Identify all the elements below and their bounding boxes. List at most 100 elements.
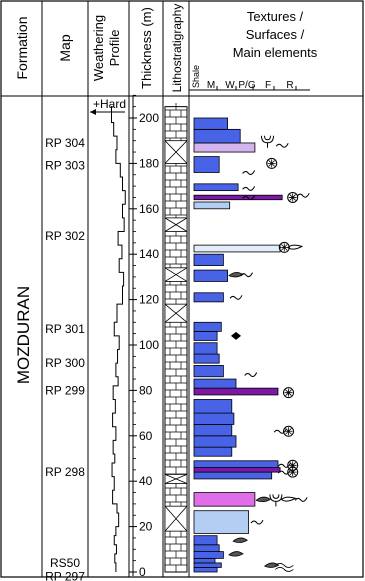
bioturbation-icon xyxy=(277,463,291,468)
map-label: RP 299 xyxy=(45,383,85,397)
bed-bar xyxy=(193,128,241,144)
bed-bar xyxy=(193,387,279,396)
bed-bar xyxy=(193,330,218,341)
rosette-icon xyxy=(283,387,294,399)
oyster-shape xyxy=(263,562,280,568)
rosette-icon xyxy=(278,241,290,253)
header-thickness: Thickness (m) xyxy=(139,7,154,89)
grain-size-scale: Shale M W P/G F R xyxy=(189,65,310,91)
header-map: Map xyxy=(57,34,73,61)
header-weathering-line1: Weathering xyxy=(91,15,106,81)
map-label: RP 300 xyxy=(45,356,85,370)
thickness-tick-label: 120 xyxy=(139,293,159,307)
rosette-spokes xyxy=(288,468,297,477)
bioturbation-icon xyxy=(275,143,289,148)
bed-bar xyxy=(193,117,228,130)
thickness-tick-label: 100 xyxy=(139,338,159,352)
thickness-tick-label: 180 xyxy=(139,156,159,170)
crinoid-icon xyxy=(269,494,283,507)
oyster-icon xyxy=(255,496,272,503)
wave-icon xyxy=(275,563,294,572)
bioturbation-icon xyxy=(277,469,291,475)
thickness-tick-label: 20 xyxy=(139,520,153,534)
bioturbation-stroke xyxy=(242,195,256,200)
belemnite-icon xyxy=(280,496,297,502)
bed-bar xyxy=(193,435,237,448)
litho-cross xyxy=(164,217,188,232)
diamond-shape xyxy=(231,331,241,340)
thickness-tick-label: 80 xyxy=(139,383,153,397)
bioturbation-stroke xyxy=(277,469,291,475)
bed-bar xyxy=(193,544,220,552)
bed-bar xyxy=(193,201,231,210)
column-headers: Formation Map Weathering Profile Thickne… xyxy=(14,4,318,93)
lithology-column xyxy=(164,103,188,573)
bed-bar xyxy=(193,446,233,457)
bed-bar xyxy=(193,567,218,573)
rosette-ring xyxy=(266,157,278,169)
crinoid-icon xyxy=(261,135,274,148)
litho-cross xyxy=(164,474,188,484)
thickness-tick-label: 40 xyxy=(139,474,153,488)
bed-bar xyxy=(193,492,256,507)
map-label: RP 304 xyxy=(45,136,85,150)
rosette-spokes xyxy=(288,193,297,202)
thickness-tick-label: 140 xyxy=(139,247,159,261)
bioturbation-icon xyxy=(250,519,264,525)
litho-cross xyxy=(164,505,188,532)
thickness-tick-label: 0 xyxy=(139,565,146,579)
weathering-profile xyxy=(111,106,126,572)
hard-label: +Hard xyxy=(93,97,126,111)
rosette-ring xyxy=(287,466,299,478)
belemnite-shape xyxy=(280,496,297,502)
diamond-icon xyxy=(231,331,241,340)
oyster-icon xyxy=(232,537,248,543)
bioturbation-icon xyxy=(242,195,256,200)
grain-scale-label: Shale xyxy=(191,65,201,88)
bed-bars xyxy=(193,117,283,573)
rosette-spokes xyxy=(267,159,276,168)
rosette-icon xyxy=(287,466,299,478)
bioturbation-stroke xyxy=(229,295,243,300)
weathering-profile-line xyxy=(111,106,126,572)
bed-bar xyxy=(193,269,228,282)
thickness-tick-label: 60 xyxy=(139,429,153,443)
bed-bar xyxy=(193,460,279,468)
bed-bar xyxy=(193,142,256,153)
rosette-spokes xyxy=(284,388,293,397)
belemnite-icon xyxy=(286,244,304,250)
grain-scale-label: P/G xyxy=(238,80,255,91)
bioturbation-stroke xyxy=(242,186,256,191)
litho-cross xyxy=(164,140,188,164)
texture-symbols xyxy=(228,135,310,572)
map-label: RP 303 xyxy=(45,159,85,173)
bioturbation-icon xyxy=(242,186,256,191)
bed-bar xyxy=(193,183,239,192)
bed-bar xyxy=(193,194,283,201)
bed-bar xyxy=(193,510,249,534)
grain-scale-label: F xyxy=(265,80,271,91)
bed-bar xyxy=(193,471,273,480)
map-label: RS50 xyxy=(50,556,80,570)
bioturbation-stroke xyxy=(296,192,310,198)
header-textures-line3: Main elements xyxy=(233,45,318,60)
map-label: RP 297 xyxy=(45,570,85,581)
map-label: RP 301 xyxy=(45,322,85,336)
thickness-axis: 0 20 40 60 80 100 120 140 160 180 200 xyxy=(129,94,159,579)
rosette-ring xyxy=(287,191,299,203)
bed-bar xyxy=(193,557,216,564)
bioturbation-stroke xyxy=(273,429,287,434)
bioturbation-stroke xyxy=(250,519,264,525)
oyster-shape xyxy=(255,496,272,503)
thickness-tick-label: 160 xyxy=(139,202,159,216)
crinoid-shape xyxy=(261,135,274,148)
rosette-icon xyxy=(283,425,294,437)
bioturbation-stroke xyxy=(242,170,256,175)
bed-bar xyxy=(193,399,233,414)
bioturbation-icon xyxy=(240,272,253,278)
header-textures-line2: Surfaces / xyxy=(246,27,305,42)
header-formation: Formation xyxy=(14,16,30,79)
rosette-spokes xyxy=(288,461,297,470)
bed-bar xyxy=(193,342,218,355)
